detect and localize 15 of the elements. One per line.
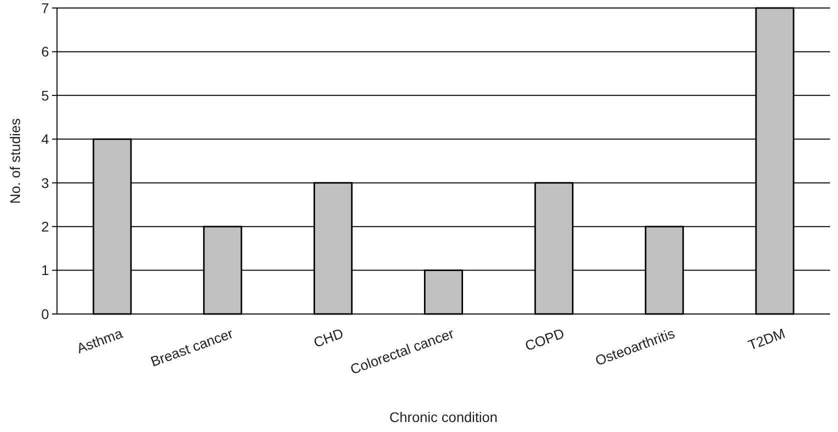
- x-tick-label: CHD: [311, 324, 346, 350]
- x-tick-label: COPD: [522, 324, 566, 354]
- y-tick-label: 6: [41, 44, 50, 60]
- x-tick-label: Breast cancer: [148, 324, 236, 370]
- y-tick-label: 0: [41, 306, 50, 322]
- x-tick-label: T2DM: [746, 324, 788, 354]
- x-tick-label: Asthma: [74, 324, 125, 356]
- y-tick-label: 5: [41, 87, 50, 104]
- y-tick-label: 7: [41, 0, 50, 16]
- x-axis-title: Chronic condition: [389, 409, 498, 425]
- y-tick-label: 1: [41, 262, 50, 278]
- y-axis-title: No. of studies: [7, 118, 23, 204]
- y-tick-label: 2: [41, 218, 50, 234]
- y-tick-label: 3: [41, 174, 50, 191]
- y-tick-label: 4: [41, 131, 50, 148]
